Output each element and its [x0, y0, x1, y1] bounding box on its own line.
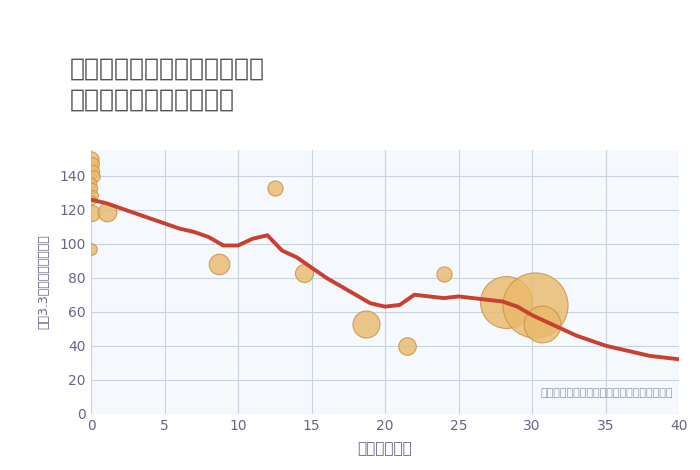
Text: 愛知県名古屋市北区金田町の
築年数別中古戸建て価格: 愛知県名古屋市北区金田町の 築年数別中古戸建て価格 [70, 56, 265, 112]
Point [438, 271, 449, 278]
Point [85, 196, 97, 204]
Point [85, 179, 97, 187]
Point [269, 184, 280, 191]
Point [87, 184, 98, 191]
Text: 円の大きさは、取引のあった物件面積を示す: 円の大きさは、取引のあった物件面積を示す [540, 388, 673, 398]
Point [402, 342, 413, 349]
Y-axis label: 坪（3.3㎡）単価（万円）: 坪（3.3㎡）単価（万円） [38, 235, 50, 329]
Point [88, 191, 99, 198]
Point [537, 320, 548, 328]
Point [500, 298, 511, 306]
Point [87, 210, 98, 217]
Point [102, 208, 113, 215]
Point [88, 172, 99, 180]
Point [85, 155, 97, 163]
Point [85, 245, 97, 253]
Point [529, 301, 540, 309]
Point [360, 320, 372, 328]
Point [87, 160, 98, 168]
Point [214, 260, 225, 268]
X-axis label: 築年数（年）: 築年数（年） [358, 441, 412, 456]
Point [88, 167, 99, 174]
Point [298, 269, 309, 276]
